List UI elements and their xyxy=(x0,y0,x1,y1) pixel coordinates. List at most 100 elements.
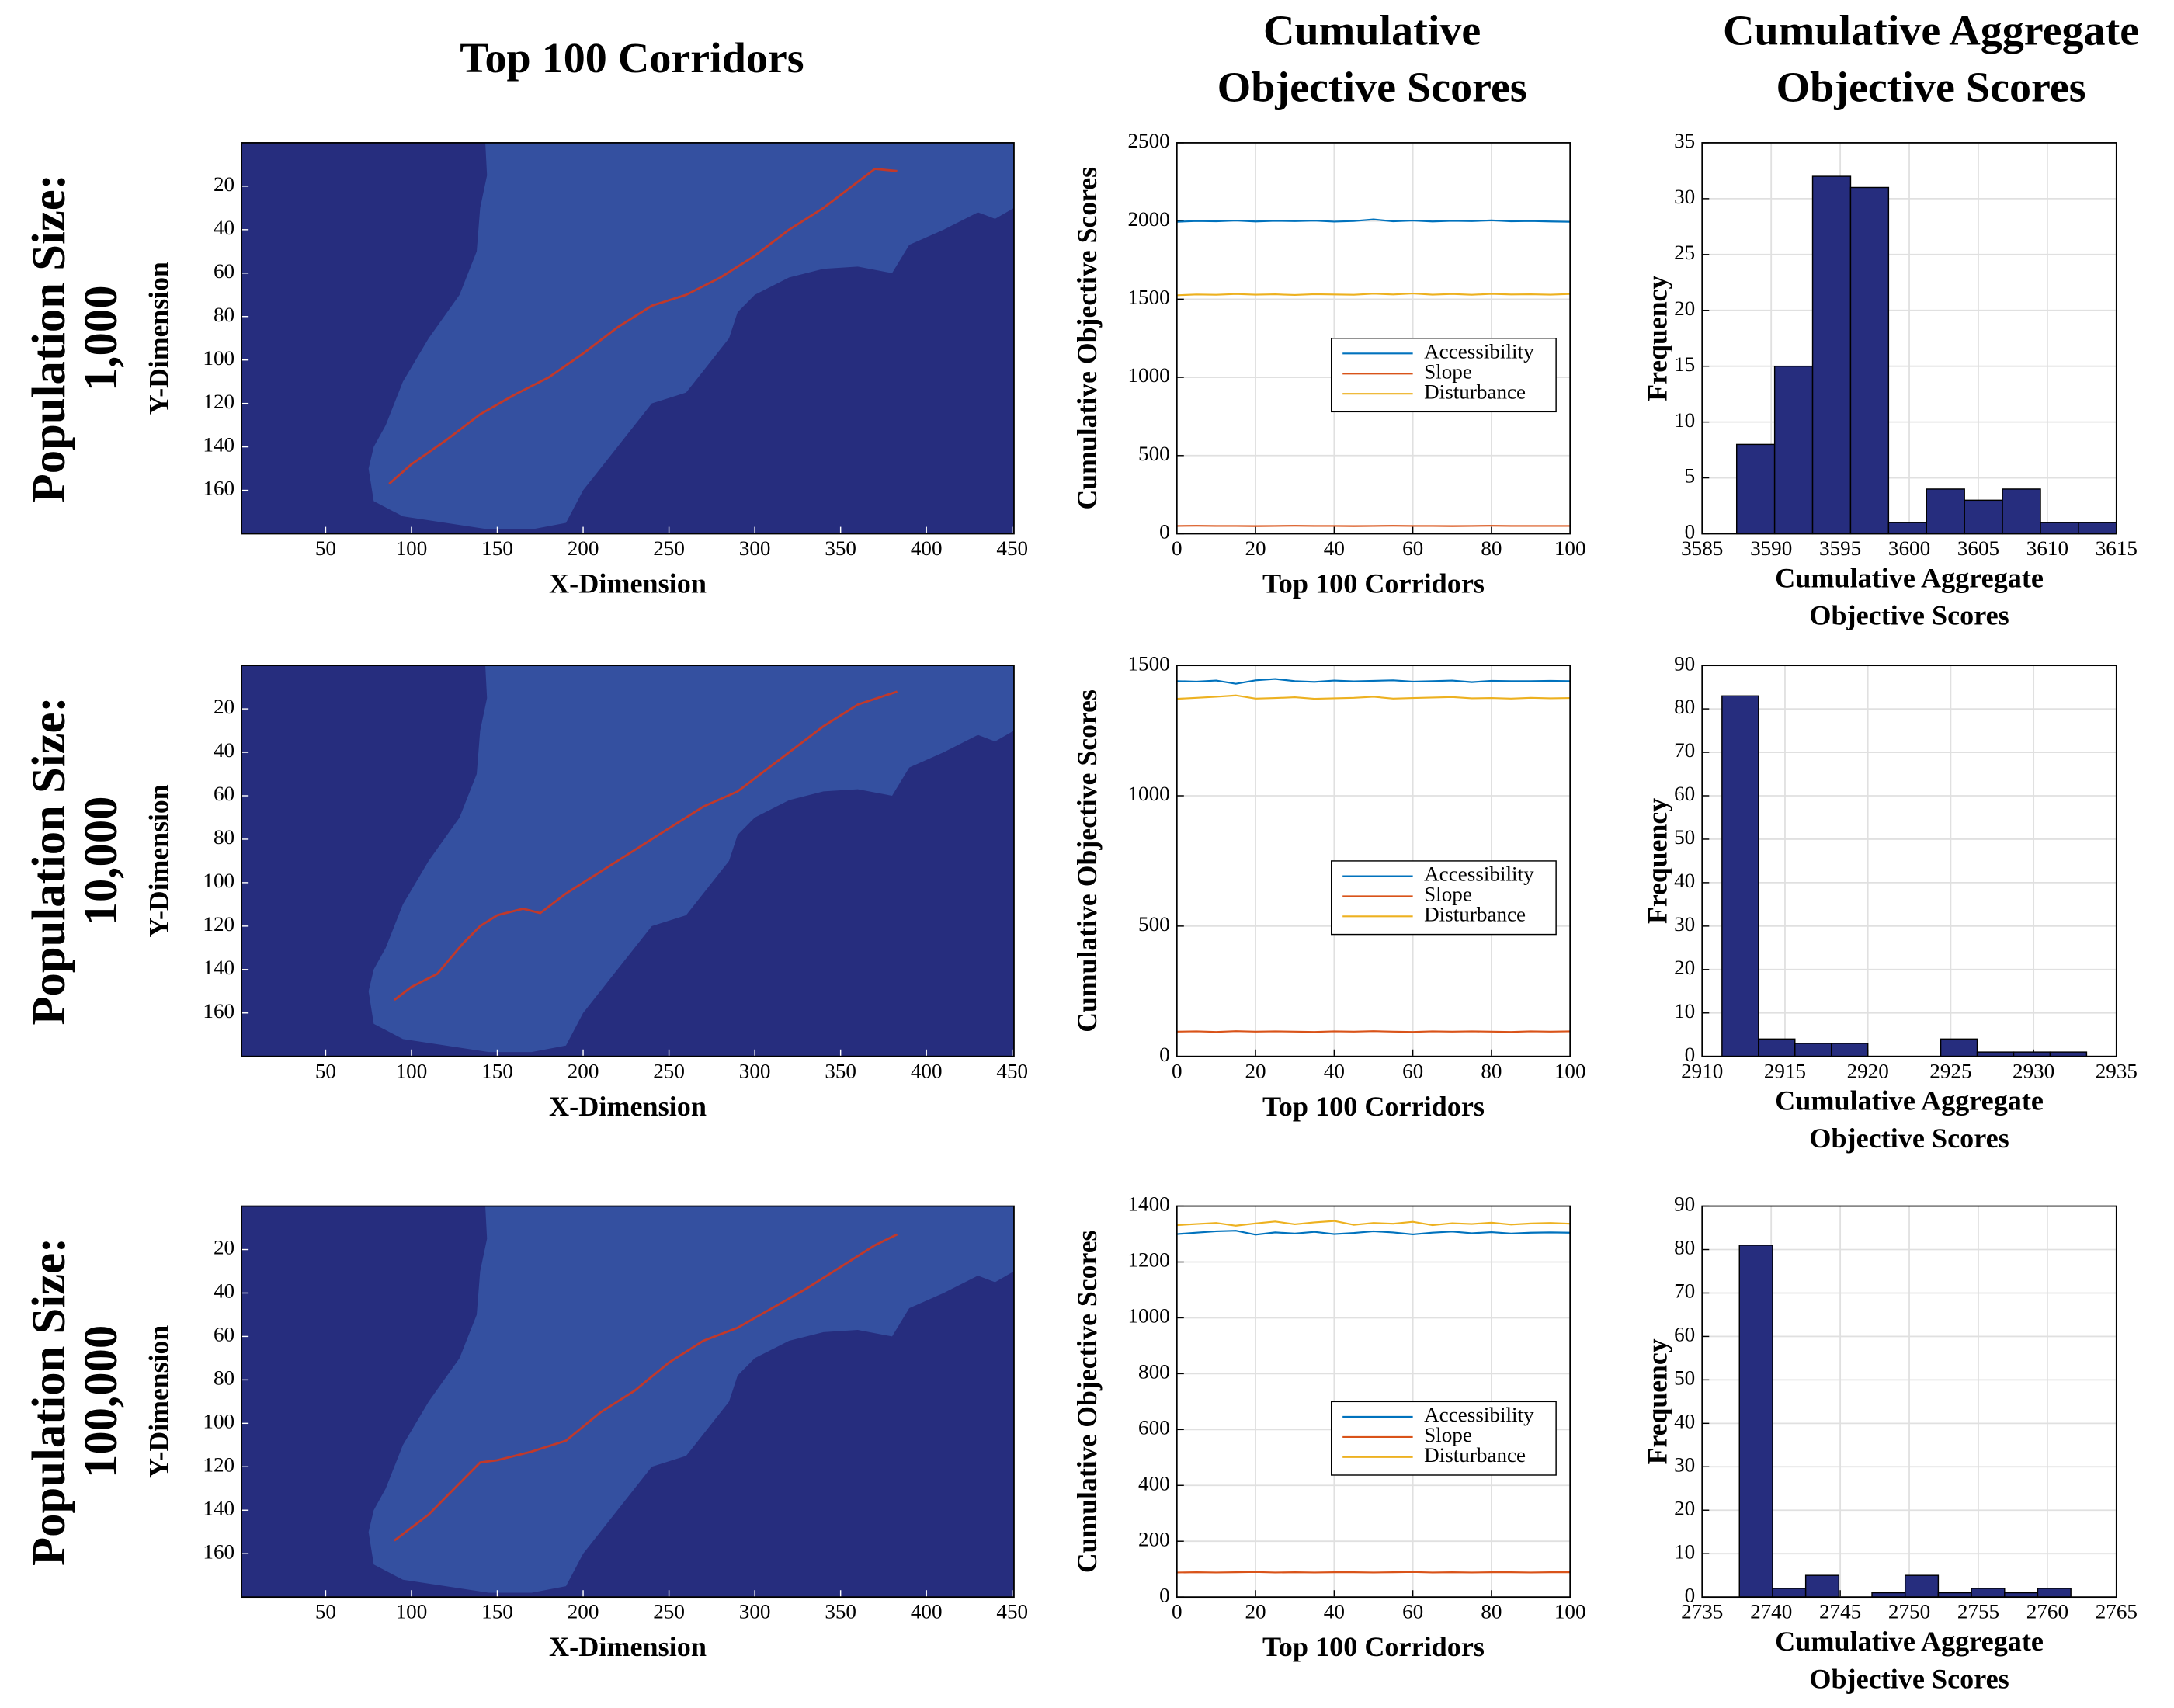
histogram-bar xyxy=(1735,443,1776,535)
x-tick-label: 100 xyxy=(396,1600,428,1623)
x-tick-label: 400 xyxy=(911,1600,943,1623)
x-tick-label: 3610 xyxy=(2026,536,2068,560)
y-tick-label: 90 xyxy=(1674,651,1695,675)
y-tick-label: 15 xyxy=(1674,352,1695,376)
plot-frame xyxy=(1176,1205,1571,1599)
column-title: Objective Scores xyxy=(1776,64,2086,112)
x-tick-label: 250 xyxy=(653,1600,685,1623)
x-tick-label: 2925 xyxy=(1929,1059,1971,1082)
x-tick-label: 80 xyxy=(1481,1600,1502,1623)
histogram-bar xyxy=(1773,365,1814,535)
y-tick-label: 120 xyxy=(203,1453,234,1477)
y-tick-label: 1000 xyxy=(1127,782,1169,805)
x-tick-label: 40 xyxy=(1324,1600,1345,1623)
y-axis-label: Frequency xyxy=(1641,276,1672,401)
histogram-bar xyxy=(1738,1245,1773,1598)
y-tick-label: 30 xyxy=(1674,185,1695,208)
x-tick-label: 0 xyxy=(1172,1059,1183,1082)
y-tick-label: 35 xyxy=(1674,129,1695,152)
terrain-region xyxy=(368,665,1014,1053)
y-tick-label: 80 xyxy=(214,825,234,849)
x-tick-label: 150 xyxy=(481,1600,513,1623)
terrain-region xyxy=(368,142,1014,529)
x-axis-label: Top 100 Corridors xyxy=(1262,1091,1485,1122)
x-tick-label: 50 xyxy=(315,1059,336,1082)
series-line xyxy=(1176,678,1571,685)
x-tick-label: 2920 xyxy=(1847,1059,1889,1082)
x-tick-label: 2935 xyxy=(2096,1059,2138,1082)
x-tick-label: 450 xyxy=(996,1600,1028,1623)
y-tick-label: 0 xyxy=(1685,520,1696,543)
x-tick-label: 0 xyxy=(1172,1600,1183,1623)
y-tick-label: 40 xyxy=(1674,869,1695,892)
y-tick-label: 60 xyxy=(214,782,234,805)
plot-area xyxy=(1702,665,2117,1057)
x-axis-label: X-Dimension xyxy=(549,1091,707,1122)
x-tick-label: 350 xyxy=(825,1059,856,1082)
x-tick-label: 60 xyxy=(1402,536,1423,560)
x-tick-label: 100 xyxy=(1554,1059,1586,1082)
x-tick-label: 20 xyxy=(1245,1600,1266,1623)
legend-label: Slope xyxy=(1424,1423,1472,1446)
histogram-bar xyxy=(1804,1574,1840,1598)
y-tick-label: 500 xyxy=(1138,442,1170,465)
y-tick-label: 100 xyxy=(203,346,234,370)
corridor-path xyxy=(393,690,898,1002)
histogram-bar xyxy=(1964,499,2003,535)
histogram-bar xyxy=(1940,1038,1978,1057)
x-tick-label: 200 xyxy=(568,1600,599,1623)
legend-box xyxy=(1331,1401,1557,1476)
y-axis-label: Cumulative Objective Scores xyxy=(1071,167,1103,510)
panel: 50 100 150 200 250 300 350 400 450 20 40 60 80 100 120… xyxy=(143,142,1028,599)
x-tick-label: 400 xyxy=(911,536,943,560)
panel: 50 100 150 200 250 300 350 400 450 20 40 60 80 100 120… xyxy=(143,665,1028,1122)
y-tick-label: 30 xyxy=(1674,1453,1695,1477)
x-tick-label: 3595 xyxy=(1819,536,1861,560)
y-tick-label: 40 xyxy=(214,216,234,239)
x-axis-label: X-Dimension xyxy=(549,1631,707,1662)
x-axis-label: Objective Scores xyxy=(1809,1123,2009,1154)
panel: 50 100 150 200 250 300 350 400 450 20 40 60 80 100 120… xyxy=(143,1205,1028,1662)
histogram-bar xyxy=(1926,488,1965,535)
series-line xyxy=(1176,293,1571,297)
x-tick-label: 100 xyxy=(1554,536,1586,560)
x-tick-label: 80 xyxy=(1481,1059,1502,1082)
legend-label: Disturbance xyxy=(1424,1443,1526,1467)
histogram-bar xyxy=(1971,1588,2006,1598)
x-tick-label: 60 xyxy=(1402,1600,1423,1623)
x-tick-label: 450 xyxy=(996,536,1028,560)
y-tick-label: 1500 xyxy=(1127,286,1169,309)
panel: 0 20 40 60 80 10005001000150020002500Accessib… xyxy=(1071,129,1586,599)
row-label: 1,000 xyxy=(75,285,127,391)
y-tick-label: 0 xyxy=(1159,1583,1170,1606)
y-tick-label: 30 xyxy=(1674,912,1695,936)
plot-frame xyxy=(1701,142,2117,535)
histogram-bar xyxy=(1849,186,1890,535)
plot-frame xyxy=(1701,1205,2117,1599)
y-tick-label: 100 xyxy=(203,869,234,892)
y-axis-label: Frequency xyxy=(1641,798,1672,924)
x-tick-label: 100 xyxy=(396,1059,428,1082)
panel: 3585 3590 3595 3600 3605 3610 3615 0 5 10 15 20 25 30… xyxy=(1641,129,2138,630)
y-tick-label: 0 xyxy=(1159,520,1170,543)
panel: 0 20 40 60 80 1000200400600800100012001400Acc… xyxy=(1071,1192,1586,1662)
column-title: Objective Scores xyxy=(1217,64,1527,112)
x-tick-label: 3585 xyxy=(1681,536,1723,560)
x-tick-label: 2755 xyxy=(1957,1600,1999,1623)
x-tick-label: 450 xyxy=(996,1059,1028,1082)
x-tick-label: 300 xyxy=(739,1600,771,1623)
plot-frame xyxy=(1701,665,2117,1057)
y-tick-label: 20 xyxy=(1674,956,1695,979)
x-tick-label: 80 xyxy=(1481,536,1502,560)
corridor-path xyxy=(388,168,898,485)
y-axis-label: Y-Dimension xyxy=(143,784,174,937)
y-tick-label: 80 xyxy=(214,303,234,326)
x-tick-label: 20 xyxy=(1245,536,1266,560)
y-tick-label: 1000 xyxy=(1127,363,1169,387)
y-tick-label: 600 xyxy=(1138,1416,1170,1439)
y-tick-label: 160 xyxy=(203,1540,234,1563)
y-tick-label: 0 xyxy=(1685,1583,1696,1606)
histogram-bar xyxy=(1794,1043,1832,1057)
row-label: Population Size: xyxy=(23,1238,75,1566)
histogram-bar xyxy=(1758,1038,1796,1057)
